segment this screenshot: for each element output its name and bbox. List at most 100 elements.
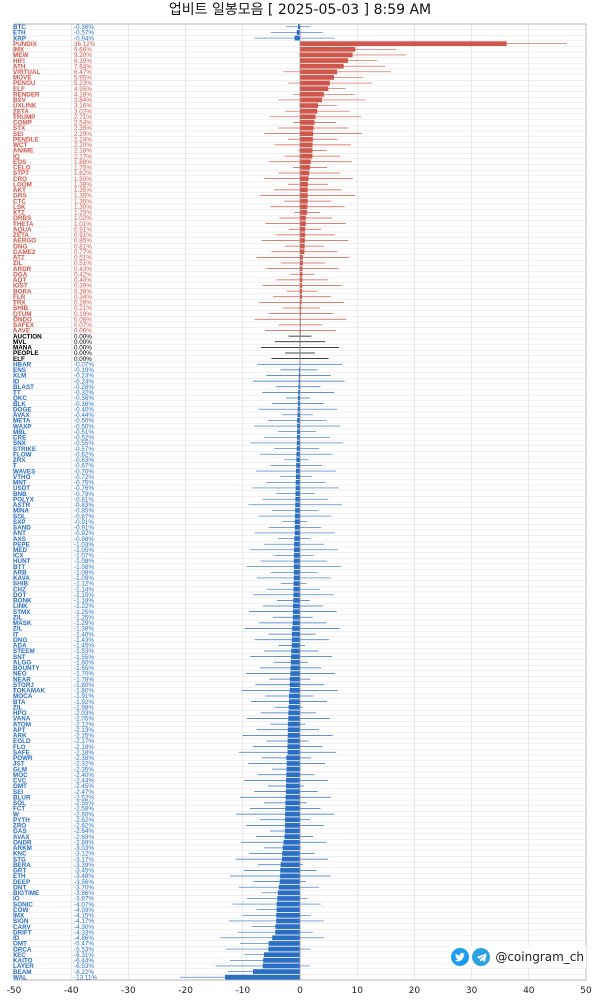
- value-label: 0.42%: [74, 271, 92, 278]
- symbol-label: ZRO: [13, 823, 26, 830]
- symbol-label: KNC: [13, 851, 27, 858]
- value-label: -0.38%: [74, 401, 94, 408]
- symbol-label: SHIB: [13, 305, 28, 312]
- value-label: 0.21%: [74, 305, 92, 312]
- symbol-label: CHZ: [13, 586, 26, 593]
- symbol-label: APT: [13, 727, 26, 734]
- symbol-label: BLUR: [13, 794, 31, 801]
- value-label: -1.92%: [74, 699, 94, 706]
- symbol-label: IMX: [13, 47, 25, 54]
- symbol-label: WAXP: [13, 423, 32, 430]
- symbol-label: SONIC: [13, 901, 33, 908]
- value-label: -0.23%: [74, 373, 94, 380]
- symbol-label: CRO: [13, 176, 27, 183]
- symbol-label: STEEM: [13, 648, 35, 655]
- value-label: -0.50%: [74, 423, 94, 430]
- value-label: -1.08%: [74, 569, 94, 576]
- value-label: -4.17%: [74, 918, 94, 925]
- symbol-label: ANIME: [13, 148, 33, 155]
- value-label: 1.35%: [74, 187, 92, 194]
- value-label: -2.05%: [74, 716, 94, 723]
- x-tick-label: -20: [178, 986, 193, 996]
- value-label: -4.07%: [74, 901, 94, 908]
- symbol-label: BIGTIME: [13, 890, 39, 897]
- x-tick-label: -30: [121, 986, 136, 996]
- symbol-label: LOOM: [13, 181, 32, 188]
- symbol-label: CRE: [13, 435, 26, 442]
- symbol-label: DOT: [13, 592, 26, 599]
- value-label: 0.28%: [74, 300, 92, 307]
- symbol-label: SAFE: [13, 749, 30, 756]
- symbol-label: HUNT: [13, 558, 31, 565]
- symbol-label: ONT: [13, 884, 26, 891]
- value-label: -3.12%: [74, 851, 94, 858]
- symbol-label: GLM: [13, 766, 27, 773]
- value-label: 5.23%: [74, 80, 92, 87]
- symbol-label: ARK: [13, 733, 27, 740]
- symbol-label: AERGO: [13, 238, 36, 245]
- symbol-label: ONDR: [13, 839, 32, 846]
- symbol-label: BLAST: [13, 384, 34, 391]
- symbol-label: PENDLE: [13, 136, 39, 143]
- value-label: 4.95%: [74, 86, 92, 93]
- value-label: -0.57%: [74, 30, 94, 37]
- symbol-label: FLO: [13, 744, 26, 751]
- value-label: 1.62%: [74, 170, 92, 177]
- value-label: -1.65%: [74, 665, 94, 672]
- symbol-label: COW: [13, 907, 28, 914]
- symbol-label: XLM: [13, 373, 26, 380]
- value-label: -0.32%: [74, 390, 94, 397]
- symbol-label: EOS: [13, 159, 26, 166]
- symbol-label: AVAX: [13, 412, 30, 419]
- symbol-label: BEAM: [13, 969, 32, 976]
- value-label: -0.91%: [74, 525, 94, 532]
- value-label: -0.72%: [74, 474, 94, 481]
- value-label: -2.62%: [74, 817, 94, 824]
- symbol-label: MBL: [13, 429, 27, 436]
- symbol-label: BORA: [13, 288, 32, 295]
- symbol-label: WAVES: [13, 468, 35, 475]
- telegram-icon: [472, 948, 491, 966]
- value-label: -2.38%: [74, 755, 94, 762]
- symbol-label: SIGN: [13, 918, 29, 925]
- value-label: 2.29%: [74, 131, 92, 138]
- value-label: -1.60%: [74, 659, 94, 666]
- symbol-label: MINA: [13, 508, 30, 515]
- symbol-label: ATOM: [13, 721, 31, 728]
- symbol-label: ZIL: [13, 704, 23, 711]
- value-label: 1.50%: [74, 176, 92, 183]
- symbol-label: NEAR: [13, 676, 31, 683]
- value-label: 1.25%: [74, 210, 92, 217]
- symbol-label: FLOW: [13, 451, 32, 458]
- symbol-label: CVC: [13, 778, 27, 785]
- value-label: -3.70%: [74, 884, 94, 891]
- value-label: -2.52%: [74, 794, 94, 801]
- symbol-label: PUNDIX: [13, 41, 38, 48]
- symbol-label: AQUA: [13, 226, 32, 233]
- value-label: -0.98%: [74, 536, 94, 543]
- value-label: -1.43%: [74, 637, 94, 644]
- symbol-label: WAL: [13, 974, 27, 981]
- value-label: -3.86%: [74, 890, 94, 897]
- value-label: 7.64%: [74, 63, 92, 70]
- brand-watermark: @coingram_ch: [449, 946, 586, 968]
- value-label: -1.25%: [74, 609, 94, 616]
- value-label: 1.35%: [74, 193, 92, 200]
- value-label: -2.13%: [74, 727, 94, 734]
- value-label: -2.18%: [74, 744, 94, 751]
- chart-title: 업비트 일봉모음 [ 2025-05-03 ] 8:59 AM: [168, 2, 432, 18]
- value-label: 0.00%: [74, 356, 92, 363]
- value-label: -1.53%: [74, 648, 94, 655]
- value-label: 36.12%: [74, 41, 96, 48]
- symbol-label: PEOPLE: [13, 350, 39, 357]
- symbol-label: FCT: [13, 806, 25, 813]
- symbol-label: QTUM: [13, 311, 32, 318]
- symbol-label: FLR: [13, 294, 26, 301]
- symbol-label: STRIKE: [13, 446, 36, 453]
- symbol-label: DRIFT: [13, 929, 32, 936]
- value-label: -2.44%: [74, 778, 94, 785]
- symbol-label: AXS: [13, 536, 26, 543]
- symbol-label: BSV: [13, 97, 27, 104]
- symbol-label: TT: [13, 390, 21, 397]
